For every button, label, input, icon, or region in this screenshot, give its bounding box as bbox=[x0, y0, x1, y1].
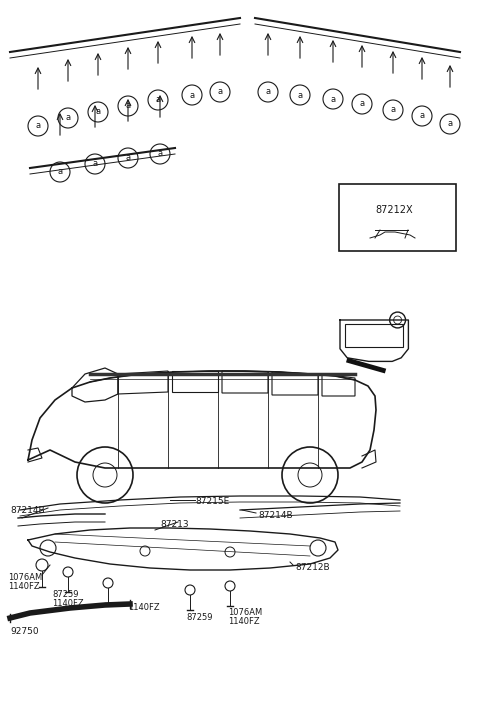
Text: a: a bbox=[65, 113, 71, 123]
Text: a: a bbox=[355, 205, 360, 215]
Text: 87214B: 87214B bbox=[10, 506, 45, 515]
Text: a: a bbox=[447, 120, 453, 128]
Text: 1140FZ: 1140FZ bbox=[128, 603, 160, 612]
Text: a: a bbox=[298, 91, 302, 100]
Text: a: a bbox=[93, 160, 97, 168]
Text: a: a bbox=[96, 108, 101, 116]
Text: 87214B: 87214B bbox=[258, 511, 293, 520]
Text: a: a bbox=[265, 88, 271, 96]
FancyBboxPatch shape bbox=[339, 184, 456, 251]
Text: 87259: 87259 bbox=[52, 590, 79, 599]
Text: a: a bbox=[360, 100, 365, 108]
Text: 87212X: 87212X bbox=[375, 205, 413, 215]
Text: a: a bbox=[157, 150, 163, 158]
Text: 1140FZ: 1140FZ bbox=[228, 617, 260, 626]
Text: a: a bbox=[390, 106, 396, 115]
Text: 1140FZ: 1140FZ bbox=[8, 582, 40, 591]
Text: a: a bbox=[36, 121, 41, 130]
Text: a: a bbox=[156, 96, 161, 105]
Text: a: a bbox=[125, 153, 131, 163]
Text: a: a bbox=[330, 95, 336, 103]
Text: 1140FZ: 1140FZ bbox=[52, 599, 84, 608]
Text: a: a bbox=[420, 111, 425, 120]
Text: 87215E: 87215E bbox=[195, 497, 229, 506]
Text: 87212B: 87212B bbox=[295, 563, 330, 572]
Text: a: a bbox=[58, 168, 62, 177]
Text: 1076AM: 1076AM bbox=[228, 608, 262, 617]
Text: a: a bbox=[190, 91, 194, 100]
Text: 92750: 92750 bbox=[10, 627, 38, 636]
Text: 1076AM: 1076AM bbox=[8, 573, 42, 582]
Text: a: a bbox=[217, 88, 223, 96]
Text: a: a bbox=[125, 101, 131, 111]
Text: 87259: 87259 bbox=[186, 613, 213, 622]
Text: 87213: 87213 bbox=[160, 520, 189, 529]
